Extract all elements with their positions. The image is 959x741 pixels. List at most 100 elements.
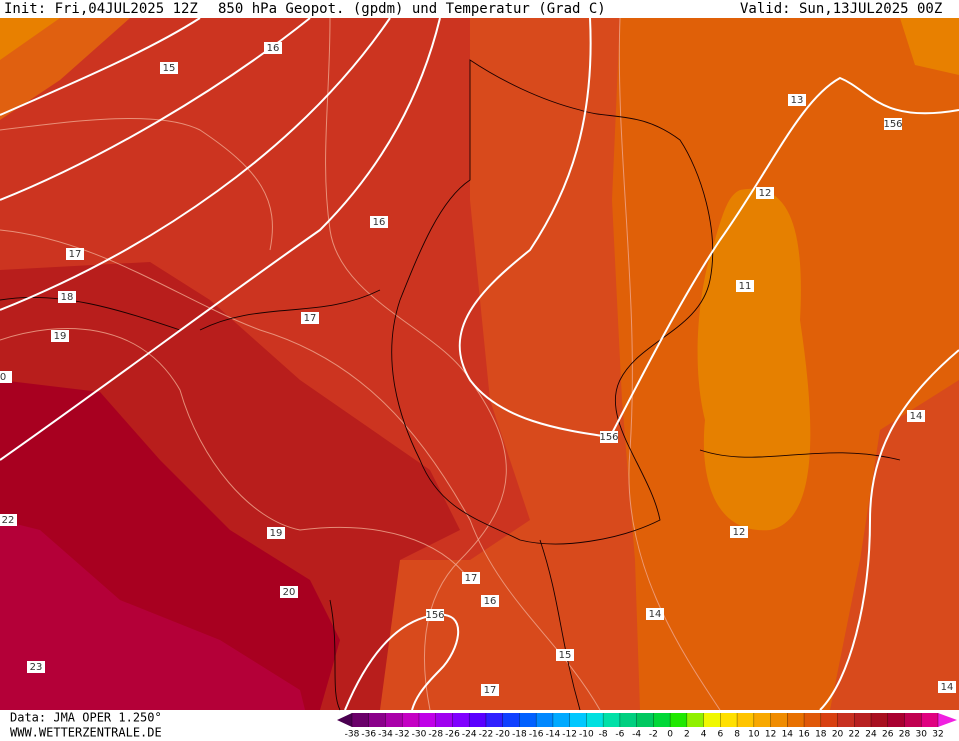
contour-label: 14 [941, 682, 954, 693]
colorbar-tick-label: 0 [667, 730, 673, 740]
colorbar-swatch [552, 713, 571, 727]
colorbar-swatch [871, 713, 889, 727]
website: WWW.WETTERZENTRALE.DE [10, 726, 162, 740]
isotherm [0, 229, 601, 711]
isotherm [618, 17, 721, 711]
colorbar-tick-label: 10 [748, 730, 760, 740]
colorbar-tick-label: 2 [684, 730, 690, 740]
colorbar-swatch [418, 713, 437, 727]
contour-label-box [646, 608, 664, 620]
contour-label-box [280, 586, 298, 598]
contour-label-box [0, 371, 12, 383]
contour-label: 16 [484, 596, 497, 607]
contour-label: 17 [484, 685, 497, 696]
contour-label-box [426, 609, 444, 621]
colorbar-tick-label: 28 [899, 730, 911, 740]
colorbar-tick-label: -30 [412, 730, 427, 740]
colorbar-swatch [653, 713, 671, 727]
contour-label-box [907, 410, 925, 422]
colorbar-swatch [469, 713, 487, 727]
colorbar-swatch [820, 713, 839, 727]
contour-label: 156 [883, 119, 902, 130]
contour-label: 17 [465, 573, 478, 584]
geopotential-contour [819, 349, 959, 711]
contour-label: 14 [649, 609, 662, 620]
colorbar-tick-label: -22 [479, 730, 494, 740]
colorbar-swatch [770, 713, 788, 727]
colorbar-tick-label: -18 [512, 730, 527, 740]
colorbar-swatch [703, 713, 721, 727]
colorbar-swatch [519, 713, 537, 727]
contour-label: 22 [2, 515, 15, 526]
contour-label-box [600, 431, 618, 443]
contour-label-box [481, 595, 499, 607]
colorbar-swatch [352, 713, 370, 727]
contour-label-box [301, 312, 319, 324]
colorbar-tick-label: -6 [615, 730, 624, 740]
colorbar-swatch [368, 713, 386, 727]
contour-label: 23 [30, 662, 43, 673]
colorbar-tick-label: 22 [849, 730, 860, 740]
contour-label-box [160, 62, 178, 74]
colorbar-tick-label: 32 [932, 730, 943, 740]
map [0, 17, 959, 711]
contour-label-box [884, 118, 902, 130]
temp-field [0, 18, 130, 120]
contour-label-box [938, 681, 956, 693]
geopotential-contour [344, 613, 460, 711]
temp-field [697, 188, 811, 531]
colorbar-swatch [720, 713, 738, 727]
colorbar-swatch [619, 713, 638, 727]
contour-label: 16 [267, 43, 280, 54]
colorbar-swatch [921, 713, 939, 727]
colorbar-arrow [938, 713, 957, 727]
colorbar-swatch [904, 713, 922, 727]
colorbar-swatch [887, 713, 906, 727]
contour-label-box [51, 330, 69, 342]
contour-label: 19 [54, 331, 67, 342]
colorbar-swatch [686, 713, 705, 727]
contour-label-box [27, 661, 45, 673]
contour-label-box [736, 280, 754, 292]
colorbar-tick-label: -16 [529, 730, 544, 740]
border [391, 59, 714, 545]
colorbar-tick-label: -24 [462, 730, 477, 740]
colorbar-tick-label: -26 [445, 730, 460, 740]
contour-label: 16 [373, 217, 386, 228]
contour-label-box [0, 514, 17, 526]
valid-time: Valid: Sun,13JUL2025 00Z [740, 1, 942, 17]
colorbar-tick-label: -14 [546, 730, 561, 740]
colorbar-swatch [837, 713, 855, 727]
contour-label-box [264, 42, 282, 54]
contour-label-box [788, 94, 806, 106]
contour-label: 13 [791, 95, 804, 106]
colorbar-tick-label: 4 [701, 730, 707, 740]
colorbar-tick-label: 30 [916, 730, 928, 740]
contour-label: 12 [759, 188, 772, 199]
colorbar-swatch [737, 713, 755, 727]
geopotential-contour [0, 17, 201, 116]
temp-field [0, 18, 60, 60]
colorbar-tick-label: -20 [495, 730, 510, 740]
colorbar: -38 -36 -34 -32 -30 -28 -26 -24 -22 -20 -18 -16 -14-… [337, 713, 957, 740]
contour-label-box [556, 649, 574, 661]
colorbar-tick-label: -34 [378, 730, 393, 740]
colorbar-swatch [586, 713, 604, 727]
contour-label: 17 [69, 249, 82, 260]
colorbar-tick-label: -36 [361, 730, 376, 740]
colorbar-swatch [536, 713, 554, 727]
contour-label-box [267, 527, 285, 539]
contour-label-box [370, 216, 388, 228]
colorbar-tick-label: -12 [562, 730, 577, 740]
colorbar-tick-label: -10 [579, 730, 594, 740]
contour-label: 15 [559, 650, 572, 661]
colorbar-swatch [569, 713, 587, 727]
colorbar-tick-label: -2 [649, 730, 658, 740]
contour-label-box [58, 291, 76, 303]
colorbar-tick-label: 8 [734, 730, 740, 740]
colorbar-tick-label: -32 [395, 730, 410, 740]
geopotential-contour [0, 17, 391, 311]
map-title: 850 hPa Geopot. (gpdm) und Temperatur (G… [218, 1, 606, 17]
contour-label-box [66, 248, 84, 260]
